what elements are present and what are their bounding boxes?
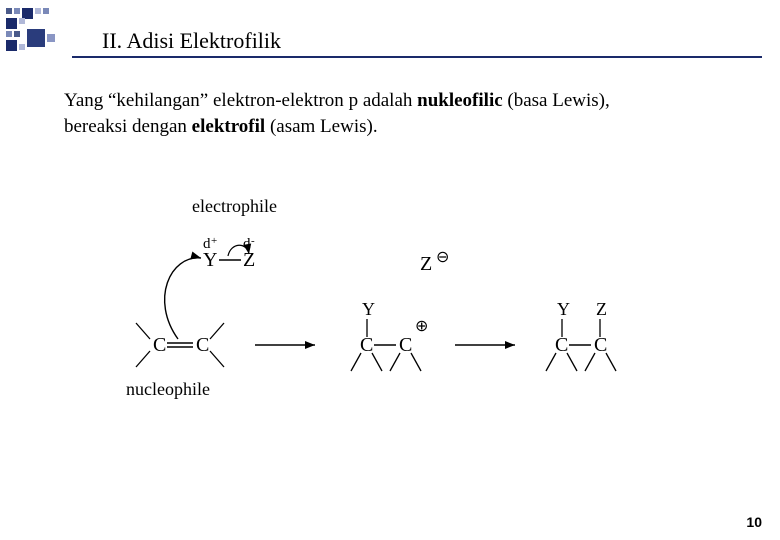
deco-svg [6, 8, 71, 56]
svg-text:⊕: ⊕ [415, 318, 428, 335]
elektrofil-bold: elektrofil [192, 116, 266, 137]
heading-rule [72, 56, 762, 58]
svg-text:C: C [555, 334, 568, 356]
svg-text:d: d [203, 236, 211, 252]
reaction-diagram: CCnucleophileYZd+d-electrophileCCY⊕Z⊖CCY… [110, 190, 670, 440]
page-number: 10 [746, 514, 762, 530]
svg-text:-: - [251, 235, 255, 247]
pi-symbol: p [349, 90, 359, 111]
body-l2-post: (asam Lewis). [265, 116, 377, 137]
svg-text:C: C [360, 334, 373, 356]
svg-text:Z: Z [596, 299, 607, 319]
nukleofilic-bold: nukleofilic [417, 90, 503, 111]
corner-decoration [6, 8, 71, 56]
svg-text:Z: Z [420, 253, 432, 275]
body-paragraph: Yang “kehilangan” elektron-elektron p ad… [64, 88, 750, 139]
body-l2-pre: bereaksi dengan [64, 116, 192, 137]
svg-text:C: C [594, 334, 607, 356]
svg-text:+: + [211, 235, 217, 247]
body-l1-post: (basa Lewis), [503, 90, 610, 111]
svg-text:C: C [153, 334, 166, 356]
svg-text:Y: Y [557, 299, 570, 319]
body-l1-pre: Yang “kehilangan” elektron-elektron [64, 90, 349, 111]
svg-text:nucleophile: nucleophile [126, 379, 210, 399]
body-l1-mid: adalah [358, 90, 417, 111]
svg-text:Y: Y [203, 249, 217, 271]
diagram-svg: CCnucleophileYZd+d-electrophileCCY⊕Z⊖CCY… [110, 190, 670, 440]
svg-text:Y: Y [362, 299, 375, 319]
svg-text:electrophile: electrophile [192, 196, 277, 216]
section-heading: II. Adisi Elektrofilik [102, 28, 281, 54]
svg-text:C: C [399, 334, 412, 356]
svg-text:C: C [196, 334, 209, 356]
svg-text:⊖: ⊖ [436, 249, 449, 266]
